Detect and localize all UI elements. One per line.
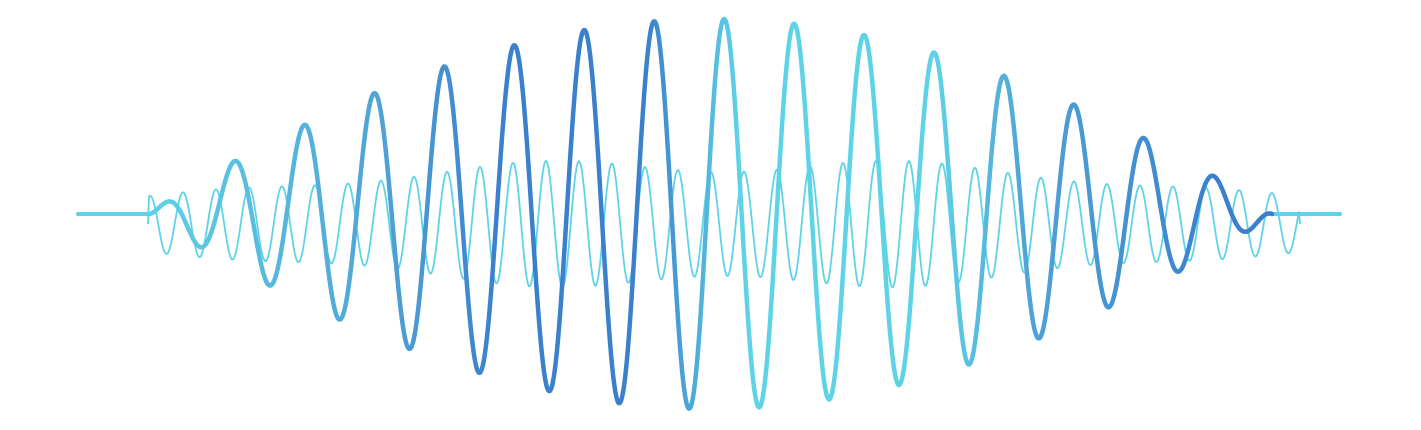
bold-wave-line [147,16,1275,411]
thin-wave-line [147,159,1301,288]
